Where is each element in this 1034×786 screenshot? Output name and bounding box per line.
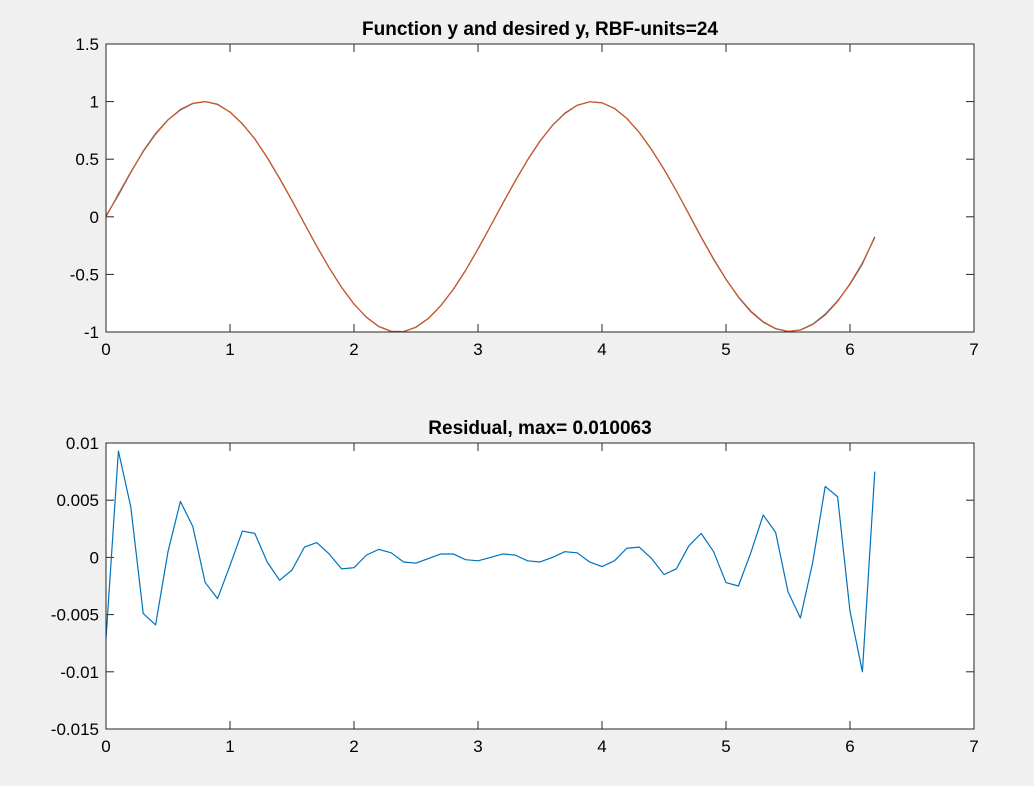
residual-ticks: 0 1 2 3 4 5 6 7 -0.015 -0.01 -0.005 0 0.005 0.01 xyxy=(51,434,979,756)
residual-ytick-label: 0.01 xyxy=(66,434,99,453)
residual-xtick-label: 5 xyxy=(721,737,730,756)
residual-ytick-label: 0.005 xyxy=(56,491,99,510)
function-xtick-label: 7 xyxy=(969,340,978,359)
residual-xtick-label: 7 xyxy=(969,737,978,756)
function-ytick-label: 1 xyxy=(90,93,99,112)
residual-series-line-1 xyxy=(105,450,876,673)
function-axes: Function y and desired y, RBF-units=24 0… xyxy=(70,19,979,359)
function-chart-title: Function y and desired y, RBF-units=24 xyxy=(362,19,718,40)
residual-axes-frame xyxy=(105,442,975,730)
residual-series xyxy=(105,450,876,673)
residual-ytick-label: 0 xyxy=(90,548,99,567)
residual-xtick-label: 6 xyxy=(845,737,854,756)
function-ytick-label: 0.5 xyxy=(75,150,99,169)
function-series-line-2 xyxy=(105,100,876,333)
residual-axes: Residual, max= 0.010063 0 1 2 3 4 5 6 7 -0.015 -0… xyxy=(51,418,979,756)
residual-xtick-label: 1 xyxy=(225,737,234,756)
residual-ytick-label: -0.005 xyxy=(51,606,99,625)
function-xtick-label: 5 xyxy=(721,340,730,359)
function-xtick-label: 4 xyxy=(597,340,606,359)
function-ytick-label: -0.5 xyxy=(70,265,99,284)
function-xtick-label: 0 xyxy=(101,340,110,359)
residual-ytick-label: -0.015 xyxy=(51,720,99,739)
function-xtick-label: 1 xyxy=(225,340,234,359)
residual-chart-title: Residual, max= 0.010063 xyxy=(428,418,651,439)
function-axes-frame xyxy=(105,43,975,333)
residual-plot-area xyxy=(106,443,974,729)
residual-xtick-label: 0 xyxy=(101,737,110,756)
function-plot-area xyxy=(106,44,974,332)
function-xtick-label: 6 xyxy=(845,340,854,359)
function-series xyxy=(105,100,876,333)
residual-xtick-label: 3 xyxy=(473,737,482,756)
function-ytick-label: 1.5 xyxy=(75,35,99,54)
residual-xtick-label: 4 xyxy=(597,737,606,756)
residual-ytick-label: -0.01 xyxy=(60,663,99,682)
function-xtick-label: 2 xyxy=(349,340,358,359)
function-ytick-label: 0 xyxy=(90,208,99,227)
residual-xtick-label: 2 xyxy=(349,737,358,756)
function-xtick-label: 3 xyxy=(473,340,482,359)
function-ytick-label: -1 xyxy=(84,323,99,342)
